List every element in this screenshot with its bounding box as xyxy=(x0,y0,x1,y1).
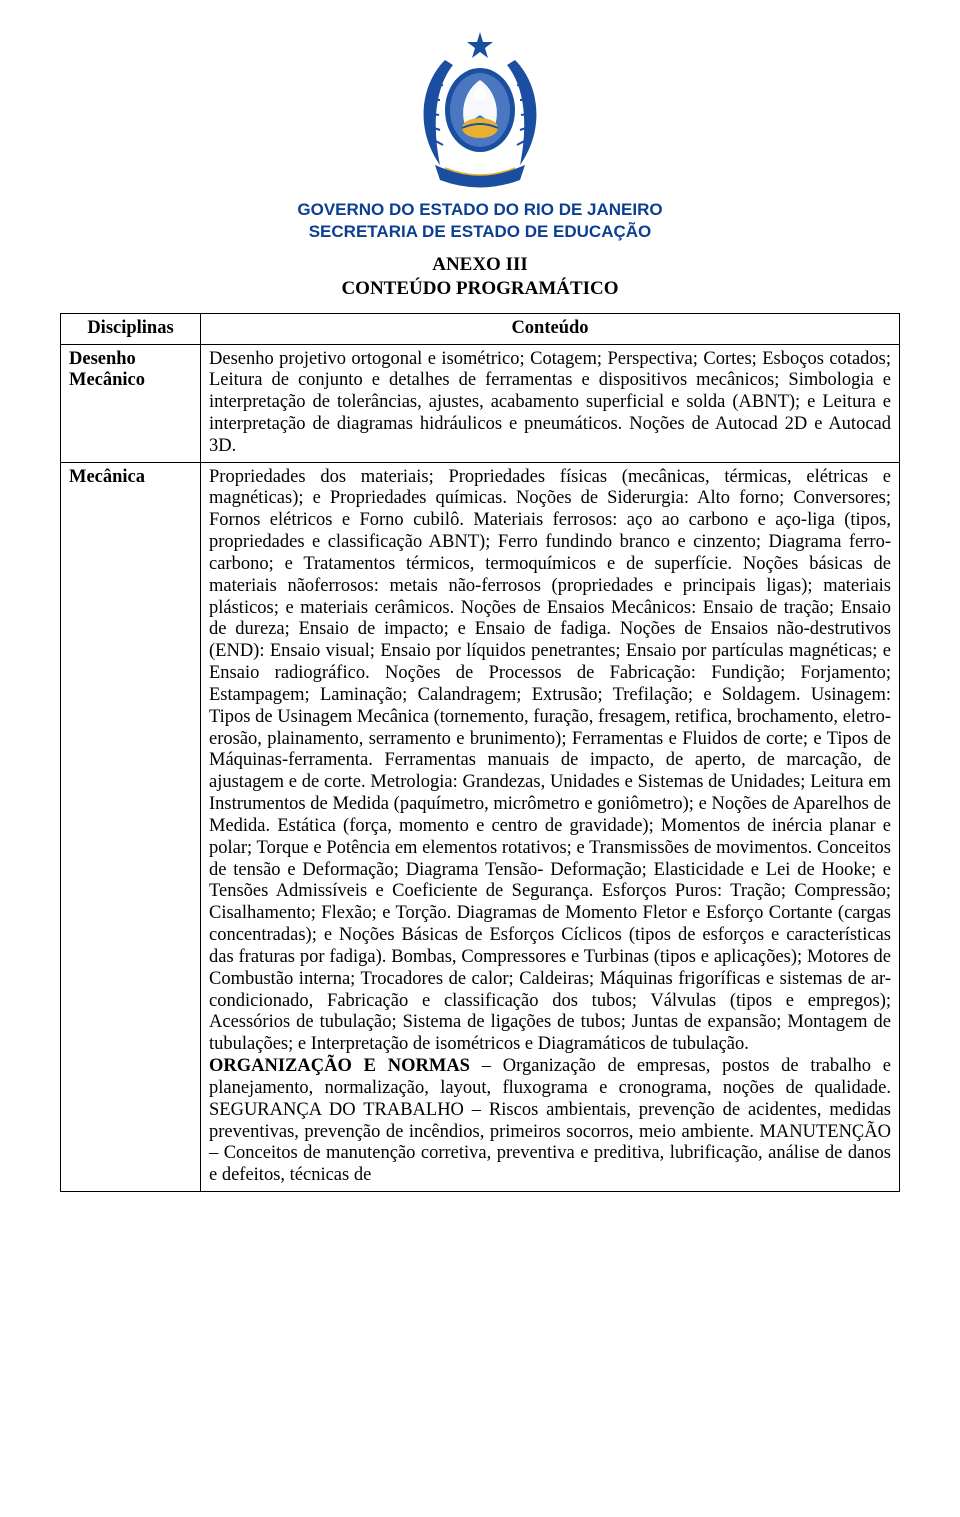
content-table: Disciplinas Conteúdo Desenho Mecânico De… xyxy=(60,313,900,1192)
table-row: Desenho Mecânico Desenho projetivo ortog… xyxy=(61,344,900,462)
discipline-cell: Desenho Mecânico xyxy=(61,344,201,462)
content-text-bold: ORGANIZAÇÃO E NORMAS xyxy=(209,1056,470,1076)
content-text: Propriedades dos materiais; Propriedades… xyxy=(209,467,891,1055)
header-government: GOVERNO DO ESTADO DO RIO DE JANEIRO SECR… xyxy=(60,199,900,243)
anexo-title: ANEXO III CONTEÚDO PROGRAMÁTICO xyxy=(60,253,900,301)
discipline-cell: Mecânica xyxy=(61,462,201,1191)
state-crest xyxy=(60,30,900,195)
table-row: Mecânica Propriedades dos materiais; Pro… xyxy=(61,462,900,1191)
table-header-row: Disciplinas Conteúdo xyxy=(61,313,900,344)
anexo-line1: ANEXO III xyxy=(60,253,900,277)
content-cell: Propriedades dos materiais; Propriedades… xyxy=(201,462,900,1191)
header-line1: GOVERNO DO ESTADO DO RIO DE JANEIRO xyxy=(60,199,900,221)
anexo-line2: CONTEÚDO PROGRAMÁTICO xyxy=(60,277,900,301)
content-cell: Desenho projetivo ortogonal e isométrico… xyxy=(201,344,900,462)
header-line2: SECRETARIA DE ESTADO DE EDUCAÇÃO xyxy=(60,221,900,243)
crest-svg xyxy=(405,30,555,195)
col-header-conteudo: Conteúdo xyxy=(201,313,900,344)
col-header-disciplinas: Disciplinas xyxy=(61,313,201,344)
